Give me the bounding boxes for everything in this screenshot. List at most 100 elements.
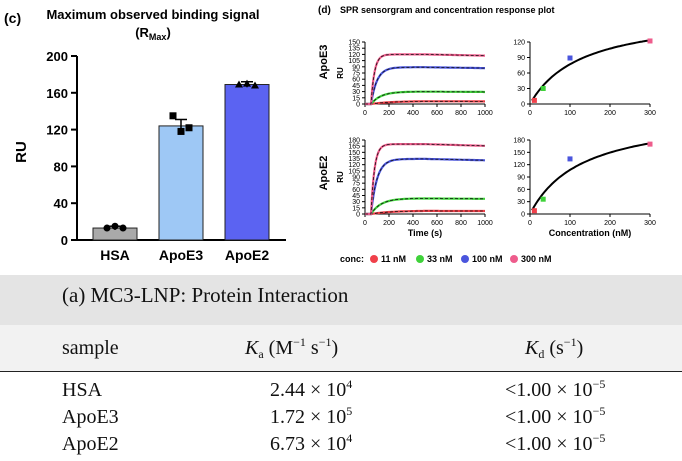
x-tick-label: 400 <box>407 220 419 227</box>
y-tick-label: 75 <box>352 181 360 188</box>
table-caption-band: (a) MC3-LNP: Protein Interaction <box>0 275 682 325</box>
legend-label-300nm: 300 nM <box>521 254 552 264</box>
legend-label-33nm: 33 nM <box>427 254 453 264</box>
y-tick-label: 90 <box>517 55 525 62</box>
x-tick-label: 100 <box>564 220 576 227</box>
y-tick-label: 120 <box>348 162 360 169</box>
cell-kd: <1.00 × 10−5 <box>505 431 606 455</box>
y-tick-label: 200 <box>46 49 68 64</box>
y-tick-label: 0 <box>356 102 360 109</box>
binding-fit-curve <box>531 142 651 211</box>
y-tick-label: 0 <box>356 212 360 219</box>
x-tick-label: 200 <box>604 110 616 117</box>
data-point <box>103 224 111 232</box>
y-tick-label: 0 <box>521 212 525 219</box>
conc-point-100nm <box>567 156 573 162</box>
data-point <box>177 127 185 135</box>
cell-ka: 6.73 × 104 <box>270 431 353 455</box>
cell-sample: ApoE3 <box>62 406 119 428</box>
cell-sample: ApoE2 <box>62 433 119 455</box>
y-tick-label: 135 <box>348 46 360 53</box>
conc-x-label: Concentration (nM) <box>549 228 632 238</box>
y-tick-label: 165 <box>348 144 360 151</box>
x-tick-label: 100 <box>564 110 576 117</box>
y-tick-label: 120 <box>513 40 525 47</box>
y-tick-label: 180 <box>348 138 360 145</box>
x-tick-label: 0 <box>528 110 532 117</box>
x-tick-label-hsa: HSA <box>100 247 130 263</box>
cell-kd: <1.00 × 10−5 <box>505 404 606 428</box>
sensor-fit-300nm <box>365 54 485 105</box>
conc-point-11nm <box>531 97 537 103</box>
y-tick-label: 90 <box>517 175 525 182</box>
spr-panel-title: SPR sensorgram and concentration respons… <box>340 5 555 15</box>
sensor-fit-11nm <box>365 100 485 105</box>
data-point <box>185 124 193 132</box>
sensor-trace-300nm <box>365 53 485 106</box>
spr-legend: conc: 11 nM 33 nM 100 nM 300 nM <box>340 254 552 264</box>
conc-point-300nm <box>647 141 653 147</box>
header-sample: sample <box>62 337 119 359</box>
panel-d-label: (d) <box>318 5 331 16</box>
cell-ka: 2.44 × 104 <box>270 377 353 401</box>
y-tick-label: 30 <box>517 86 525 93</box>
data-point <box>235 80 243 88</box>
sensor-trace-300nm <box>365 143 485 216</box>
row-label-apoe2: ApoE2 <box>318 156 330 191</box>
legend-label-100nm: 100 nM <box>472 254 503 264</box>
table-header: sample Ka (M−1 s−1) Kd (s−1) <box>0 325 682 372</box>
y-tick-label: 105 <box>348 168 360 175</box>
cell-sample: HSA <box>62 379 103 401</box>
x-tick-label: 200 <box>383 110 395 117</box>
header-ka: Ka (M−1 s−1) <box>245 335 339 361</box>
sensor-fit-33nm <box>365 197 485 215</box>
x-tick-label: 1000 <box>477 220 493 227</box>
y-tick-label: 15 <box>352 205 360 212</box>
x-tick-label: 0 <box>363 220 367 227</box>
bar-chart: 0 40 80 120 160 200 RU HSA ApoE3 ApoE2 <box>13 49 286 263</box>
legend-label-11nm: 11 nM <box>381 254 406 264</box>
x-tick-label: 400 <box>407 110 419 117</box>
legend-marker-33nm <box>416 255 424 263</box>
legend-title: conc: <box>340 254 364 264</box>
y-tick-label: 180 <box>513 138 525 145</box>
legend-marker-300nm <box>510 255 518 263</box>
y-tick-label: 60 <box>352 77 360 84</box>
x-tick-label: 0 <box>363 110 367 117</box>
x-tick-label: 1000 <box>477 110 493 117</box>
data-point <box>111 222 119 230</box>
y-tick-label: 60 <box>517 187 525 194</box>
kinetics-table: (a) MC3-LNP: Protein Interaction sample … <box>0 275 682 455</box>
y-tick-label: 90 <box>352 64 360 71</box>
data-point <box>251 81 259 89</box>
y-tick-label: 30 <box>517 199 525 206</box>
x-tick-label: 600 <box>431 110 443 117</box>
y-axis-label: RU <box>13 141 30 163</box>
data-point <box>119 224 127 232</box>
y-tick-label: 75 <box>352 71 360 78</box>
data-point <box>243 79 251 87</box>
bar-chart-title: Maximum observed binding signal <box>46 7 259 22</box>
cell-kd: <1.00 × 10−5 <box>505 377 606 401</box>
y-tick-label: 30 <box>352 199 360 206</box>
binding-fit-curve <box>531 39 651 102</box>
sensor-x-label: Time (s) <box>408 228 442 238</box>
y-tick-label: 60 <box>517 71 525 78</box>
y-tick-label: 160 <box>46 86 68 101</box>
y-tick-label: 150 <box>348 150 360 157</box>
y-tick-label: 135 <box>348 156 360 163</box>
y-tick-label: 45 <box>352 83 360 90</box>
y-tick-label: 120 <box>513 162 525 169</box>
bar-chart-subtitle: (RMax) <box>135 25 171 42</box>
conc-point-100nm <box>567 55 573 61</box>
bar-apoe3 <box>158 125 204 241</box>
figure-panels: (c) Maximum observed binding signal (RMa… <box>4 5 656 264</box>
y-tick-label: 90 <box>352 175 360 182</box>
cell-ka: 1.72 × 105 <box>270 404 353 428</box>
x-tick-label: 200 <box>604 220 616 227</box>
x-tick-label-apoe2: ApoE2 <box>225 247 270 263</box>
sensor-trace-33nm <box>365 90 485 106</box>
y-tick-label: 120 <box>46 123 68 138</box>
data-point <box>169 112 177 120</box>
